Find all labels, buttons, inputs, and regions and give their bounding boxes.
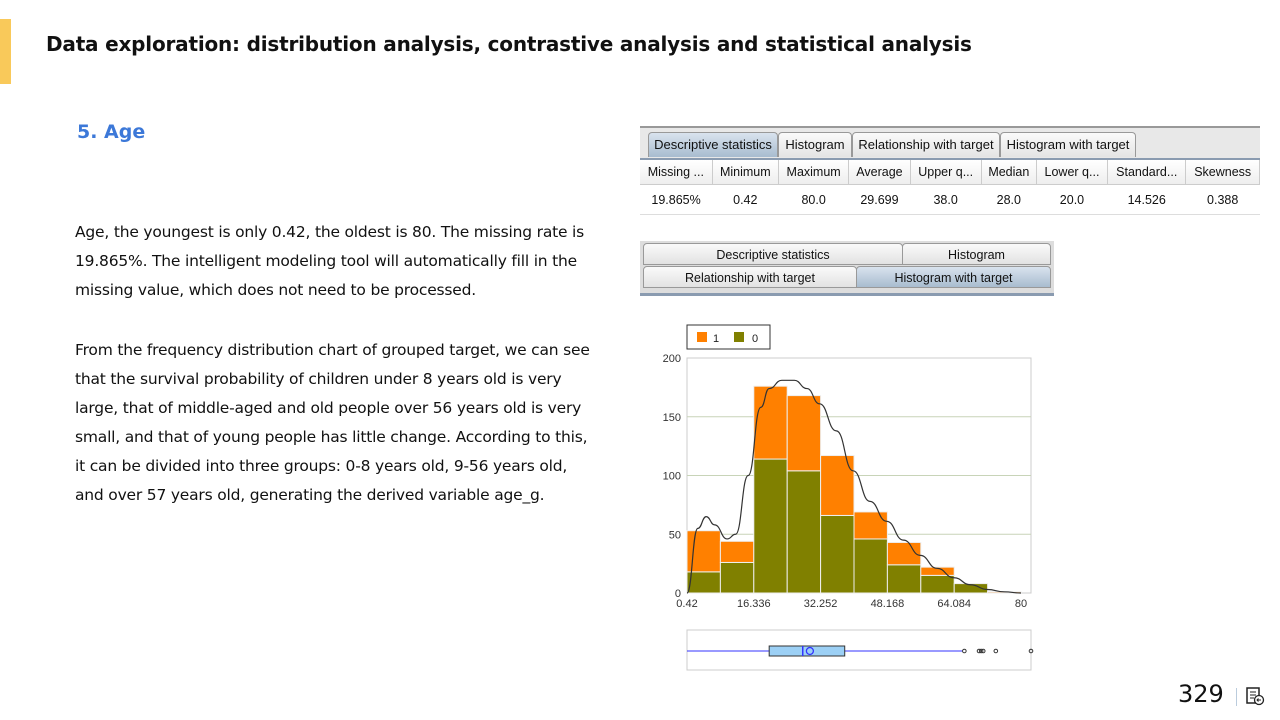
column-header[interactable]: Skewness — [1185, 160, 1260, 185]
bar-class-0 — [820, 514, 855, 594]
boxplot-outlier — [1028, 648, 1034, 654]
bar-class-0 — [686, 571, 721, 594]
stat-value: 20.0 — [1036, 184, 1108, 215]
tabbar-top: Descriptive statistics Histogram Relatio… — [640, 126, 1260, 160]
paragraph-missing: Age, the youngest is only 0.42, the olde… — [75, 223, 585, 299]
accent-bar — [0, 19, 11, 84]
x-tick-label: 64.084 — [937, 598, 971, 610]
x-tick-label: 16.336 — [737, 598, 771, 610]
y-tick-label: 50 — [669, 529, 681, 541]
bar-class-0 — [886, 564, 922, 594]
tabbar-bottom: Descriptive statistics Histogram Relatio… — [640, 241, 1054, 296]
page-title: Data exploration: distribution analysis,… — [46, 32, 972, 56]
bar-class-1 — [920, 566, 955, 576]
stat-value: 19.865% — [640, 184, 713, 215]
histogram-chart: 0 50 100 150 200 0.42 16.336 32.252 48.168 64.084… — [663, 324, 1034, 671]
stat-value: 14.526 — [1107, 184, 1186, 215]
boxplot-outlier — [976, 648, 982, 654]
column-header[interactable]: Lower q... — [1036, 160, 1109, 185]
legend-swatch-1 — [697, 332, 707, 342]
notes-icon[interactable] — [1245, 686, 1265, 706]
bar-class-1 — [853, 511, 888, 540]
section-title: 5. Age — [77, 121, 146, 143]
paragraph-distribution: From the frequency distribution chart of… — [75, 341, 590, 504]
stats-table: Missing ... Minimum Maximum Average Upper q.… — [640, 160, 1260, 215]
tab-descriptive-statistics[interactable]: Descriptive statistics — [648, 132, 778, 157]
stat-value: 0.42 — [712, 184, 779, 215]
bar-class-0 — [719, 561, 755, 594]
column-header[interactable]: Missing ... — [640, 160, 713, 185]
bar-class-0 — [786, 470, 822, 594]
bar-class-0 — [953, 583, 989, 594]
column-header[interactable]: Upper q... — [910, 160, 982, 185]
tab-histogram[interactable]: Histogram — [902, 243, 1051, 265]
boxplot-outlier — [978, 648, 984, 654]
x-tick-label: 48.168 — [871, 598, 905, 610]
footer-divider — [1236, 688, 1237, 706]
bar-class-0 — [920, 574, 955, 594]
column-header[interactable]: Median — [981, 160, 1037, 185]
stat-value: 80.0 — [778, 184, 849, 215]
page-number: 329 — [1178, 680, 1224, 708]
column-header[interactable]: Standard... — [1107, 160, 1187, 185]
bar-class-0 — [753, 458, 788, 594]
column-header[interactable]: Average — [848, 160, 911, 185]
tab-relationship-with-target[interactable]: Relationship with target — [643, 266, 857, 288]
tab-histogram-with-target[interactable]: Histogram with target — [1000, 132, 1136, 157]
legend-swatch-0 — [734, 332, 744, 342]
x-tick-label: 0.42 — [676, 598, 697, 610]
y-tick-label: 100 — [663, 471, 681, 483]
column-header[interactable]: Maximum — [778, 160, 850, 185]
stat-value: 29.699 — [848, 184, 911, 215]
stat-value: 38.0 — [910, 184, 982, 215]
boxplot-outlier — [980, 648, 986, 654]
column-header[interactable]: Minimum — [712, 160, 779, 185]
tab-histogram-with-target[interactable]: Histogram with target — [856, 266, 1051, 288]
boxplot-mean — [805, 646, 815, 656]
bar-class-1 — [820, 455, 855, 516]
bar-class-0 — [853, 538, 888, 594]
legend-label-1: 1 — [713, 333, 719, 345]
boxplot-outlier — [962, 648, 967, 654]
x-tick-label: 32.252 — [804, 598, 838, 610]
stat-value: 0.388 — [1185, 184, 1260, 215]
boxplot-outlier — [993, 648, 999, 654]
bar-class-1 — [719, 540, 755, 563]
bar-class-1 — [786, 395, 822, 472]
tab-descriptive-statistics[interactable]: Descriptive statistics — [643, 243, 903, 265]
tab-histogram[interactable]: Histogram — [778, 132, 852, 157]
legend-label-0: 0 — [752, 333, 758, 345]
y-tick-label: 0 — [675, 588, 681, 600]
y-tick-label: 200 — [663, 353, 681, 365]
bar-class-1 — [753, 385, 788, 460]
x-tick-label: 80 — [1015, 598, 1027, 610]
density-curve — [686, 379, 1022, 594]
tab-relationship-with-target[interactable]: Relationship with target — [852, 132, 1000, 157]
stat-value: 28.0 — [981, 184, 1037, 215]
boxplot-area — [686, 629, 1032, 671]
y-tick-label: 150 — [663, 412, 681, 424]
